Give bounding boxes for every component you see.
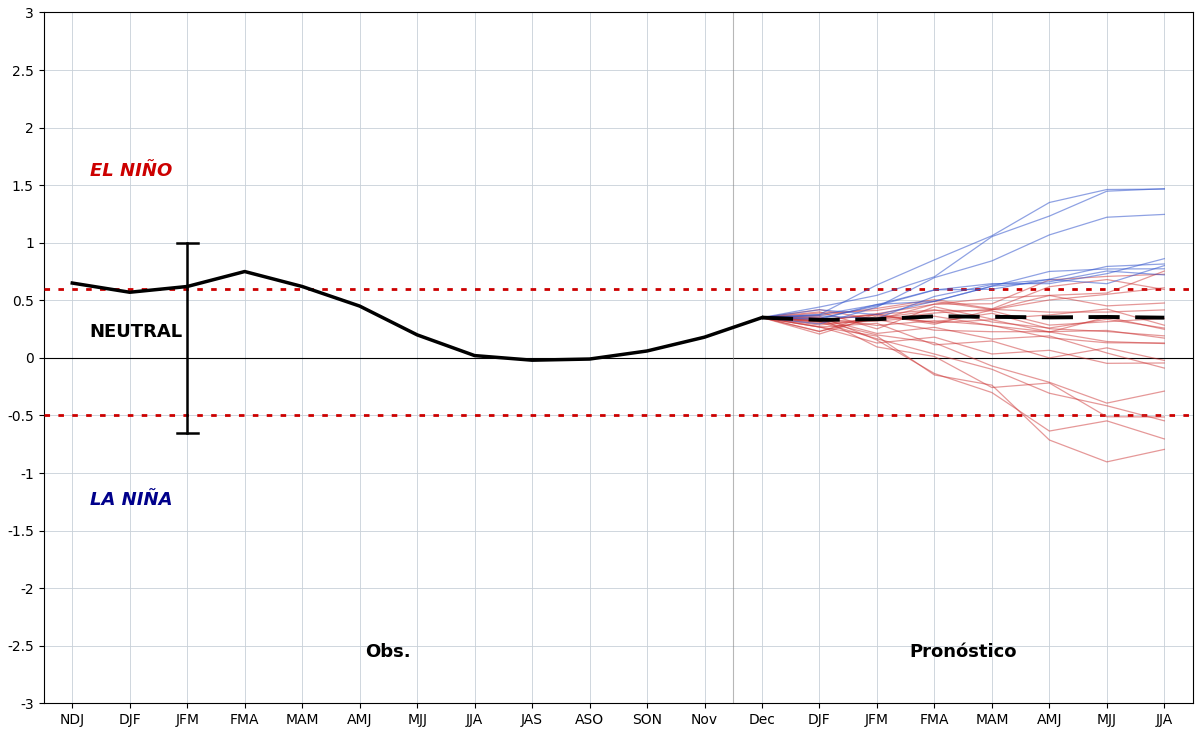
- Text: EL NIÑO: EL NIÑO: [90, 162, 172, 180]
- Text: NEUTRAL: NEUTRAL: [90, 323, 182, 341]
- Text: Pronóstico: Pronóstico: [910, 643, 1016, 661]
- Text: LA NIÑA: LA NIÑA: [90, 491, 172, 509]
- Text: Obs.: Obs.: [366, 643, 412, 661]
